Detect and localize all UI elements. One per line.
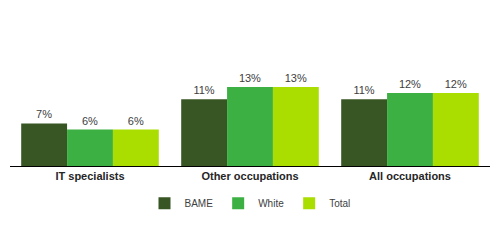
svg-text:IT specialists: IT specialists	[55, 170, 124, 182]
svg-text:6%: 6%	[82, 115, 98, 127]
svg-text:7%: 7%	[36, 108, 52, 120]
svg-text:11%: 11%	[353, 84, 374, 96]
svg-text:Other occupations: Other occupations	[201, 170, 298, 182]
svg-text:13%: 13%	[239, 72, 261, 84]
svg-text:White: White	[258, 198, 284, 209]
svg-text:11%: 11%	[193, 84, 214, 96]
svg-text:12%: 12%	[399, 78, 421, 90]
svg-text:BAME: BAME	[185, 198, 214, 209]
svg-text:6%: 6%	[128, 115, 144, 127]
svg-text:12%: 12%	[445, 78, 467, 90]
svg-text:Total: Total	[329, 198, 350, 209]
svg-text:All occupations: All occupations	[369, 170, 451, 182]
svg-text:13%: 13%	[285, 72, 307, 84]
